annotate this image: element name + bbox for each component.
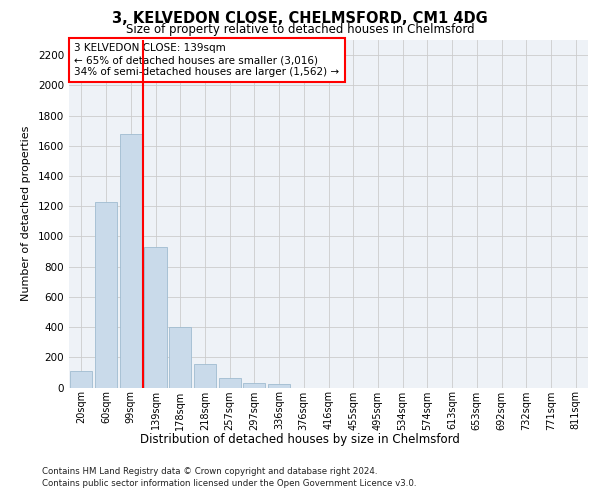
Bar (70, 371, 92, 388)
Text: 3 KELVEDON CLOSE: 139sqm
← 65% of detached houses are smaller (3,016)
34% of sem: 3 KELVEDON CLOSE: 139sqm ← 65% of detach… (74, 44, 340, 76)
Bar (243, 383, 265, 388)
Bar (119, 134, 142, 388)
Text: Size of property relative to detached houses in Chelmsford: Size of property relative to detached ho… (125, 24, 475, 36)
Bar (169, 327, 191, 388)
Text: Contains public sector information licensed under the Open Government Licence v3: Contains public sector information licen… (42, 479, 416, 488)
Bar (145, 247, 167, 388)
Bar (268, 384, 290, 388)
Text: Distribution of detached houses by size in Chelmsford: Distribution of detached houses by size … (140, 432, 460, 446)
Bar (218, 378, 241, 388)
Bar (95, 202, 117, 388)
Bar (194, 364, 216, 388)
Y-axis label: Number of detached properties: Number of detached properties (21, 126, 31, 302)
Text: Contains HM Land Registry data © Crown copyright and database right 2024.: Contains HM Land Registry data © Crown c… (42, 468, 377, 476)
Text: 3, KELVEDON CLOSE, CHELMSFORD, CM1 4DG: 3, KELVEDON CLOSE, CHELMSFORD, CM1 4DG (112, 11, 488, 26)
